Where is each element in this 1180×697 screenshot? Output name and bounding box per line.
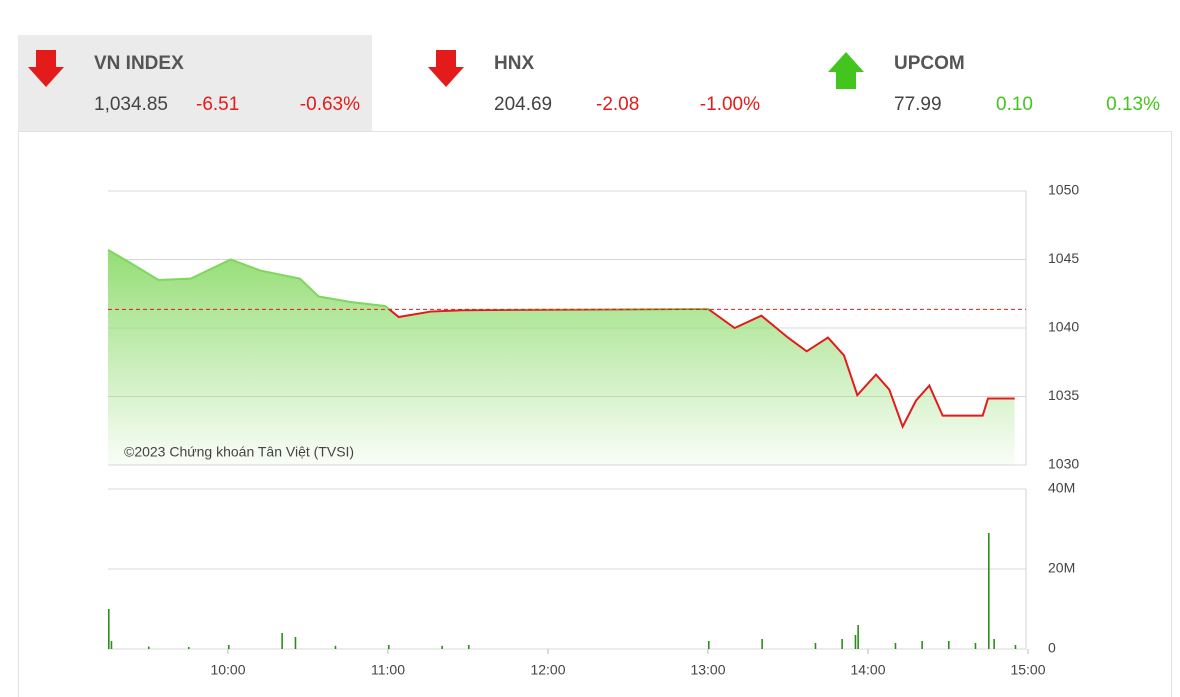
volume-bar xyxy=(188,647,190,649)
index-value: 77.99 xyxy=(894,94,942,115)
volume-bar xyxy=(334,645,337,649)
x-tick-label: 10:00 xyxy=(210,662,245,678)
y-tick-label: 20M xyxy=(1048,560,1075,576)
y-tick-label: 0 xyxy=(1048,640,1056,656)
volume-bar xyxy=(948,641,950,649)
volume-bar xyxy=(841,639,843,649)
index-percent: -0.63% xyxy=(300,94,360,115)
volume-bar xyxy=(814,643,817,649)
volume-bar xyxy=(1014,645,1017,649)
index-tab[interactable]: HNX 204.69 -2.08 -1.00% xyxy=(428,50,760,115)
arrow-down xyxy=(28,50,64,87)
arrow-up xyxy=(828,52,864,89)
index-name: VN INDEX xyxy=(94,53,184,74)
x-tick-label: 15:00 xyxy=(1010,662,1045,678)
volume-bar xyxy=(294,637,297,649)
y-tick-label: 1040 xyxy=(1048,319,1079,335)
index-name: HNX xyxy=(494,53,534,74)
y-tick-label: 1035 xyxy=(1048,387,1079,403)
y-tick-label: 40M xyxy=(1048,480,1075,496)
index-tab[interactable]: UPCOM 77.99 0.10 0.13% xyxy=(828,52,1160,115)
arrow-down xyxy=(428,50,464,87)
volume-bar xyxy=(228,645,230,649)
volume-bar xyxy=(974,643,977,649)
volume-bar xyxy=(108,609,110,649)
index-value: 204.69 xyxy=(494,94,552,115)
volume-bar xyxy=(281,633,283,649)
chart-panel xyxy=(18,131,1172,697)
watermark: ©2023 Chứng khoán Tân Việt (TVSI) xyxy=(124,444,354,460)
y-tick-label: 1050 xyxy=(1048,182,1079,198)
volume-bar xyxy=(388,645,390,649)
x-tick-label: 12:00 xyxy=(530,662,565,678)
volume-bar xyxy=(894,643,897,649)
index-change: -2.08 xyxy=(596,94,639,115)
index-change: -6.51 xyxy=(196,94,239,115)
index-tab[interactable]: VN INDEX 1,034.85 -6.51 -0.63% xyxy=(28,50,360,115)
active-tab-bg xyxy=(18,35,372,131)
index-percent: -1.00% xyxy=(700,94,760,115)
index-value: 1,034.85 xyxy=(94,94,168,115)
x-tick-label: 11:00 xyxy=(371,662,405,678)
volume-bar xyxy=(148,646,150,649)
volume-bar xyxy=(854,635,857,649)
price-area xyxy=(108,249,1015,465)
volume-bar xyxy=(110,641,113,649)
volume-bar xyxy=(921,641,923,649)
volume-bar xyxy=(468,645,470,649)
volume-bar xyxy=(993,639,995,649)
y-tick-label: 1030 xyxy=(1048,456,1079,472)
x-tick-label: 13:00 xyxy=(690,662,725,678)
index-percent: 0.13% xyxy=(1106,94,1160,115)
volume-bar xyxy=(857,625,859,649)
volume-bar xyxy=(761,639,763,649)
volume-bar xyxy=(988,533,990,649)
index-name: UPCOM xyxy=(894,53,965,74)
volume-bar xyxy=(441,645,443,649)
volume-bar xyxy=(708,641,710,649)
price-line xyxy=(107,249,1015,430)
index-change: 0.10 xyxy=(996,94,1033,115)
x-tick-label: 14:00 xyxy=(850,662,885,678)
y-tick-label: 1045 xyxy=(1048,250,1079,266)
